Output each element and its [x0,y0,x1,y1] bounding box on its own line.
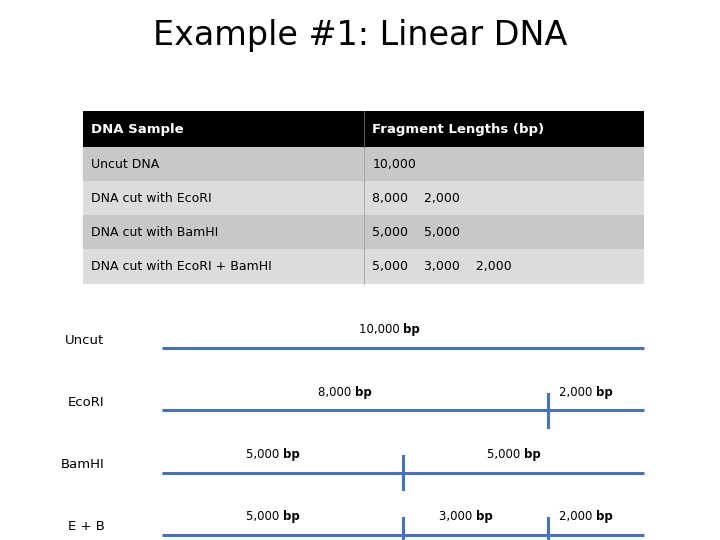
Text: DNA cut with EcoRI + BamHI: DNA cut with EcoRI + BamHI [91,260,272,273]
Text: DNA cut with BamHI: DNA cut with BamHI [91,226,219,239]
Text: bp: bp [283,510,300,523]
Text: DNA cut with EcoRI: DNA cut with EcoRI [91,192,212,205]
Text: bp: bp [355,386,372,399]
Bar [83,111,644,147]
Text: 10,000: 10,000 [359,323,403,336]
Text: bp: bp [476,510,492,523]
Text: Uncut DNA: Uncut DNA [91,158,160,171]
Bar [83,181,644,215]
Text: 5,000    5,000: 5,000 5,000 [372,226,460,239]
Text: DNA Sample: DNA Sample [91,123,184,136]
Text: bp: bp [596,386,613,399]
Text: 8,000    2,000: 8,000 2,000 [372,192,460,205]
Text: 5,000: 5,000 [246,448,283,461]
Text: 5,000: 5,000 [487,448,524,461]
Text: E + B: E + B [68,520,104,533]
Text: 10,000: 10,000 [372,158,416,171]
Bar [83,147,644,181]
Bar [83,249,644,284]
Text: Uncut: Uncut [65,334,104,347]
Text: bp: bp [283,448,300,461]
Text: 2,000: 2,000 [559,386,596,399]
Text: 5,000: 5,000 [246,510,283,523]
Text: bp: bp [596,510,613,523]
Text: 5,000    3,000    2,000: 5,000 3,000 2,000 [372,260,512,273]
Text: bp: bp [524,448,541,461]
Text: Example #1: Linear DNA: Example #1: Linear DNA [153,19,567,52]
Text: bp: bp [403,323,420,336]
Bar [83,215,644,249]
Text: 8,000: 8,000 [318,386,355,399]
Text: EcoRI: EcoRI [68,396,104,409]
Text: 2,000: 2,000 [559,510,596,523]
Text: BamHI: BamHI [60,458,104,471]
Text: 3,000: 3,000 [438,510,476,523]
Text: Fragment Lengths (bp): Fragment Lengths (bp) [372,123,544,136]
